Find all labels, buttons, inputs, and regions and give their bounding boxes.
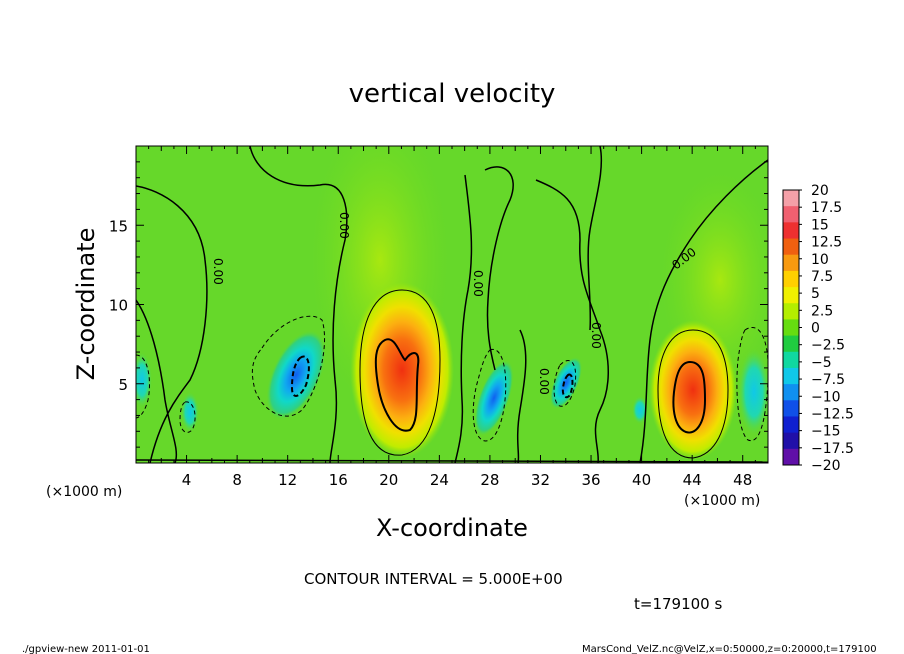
colorbar-label: 15 <box>811 217 829 233</box>
contour-interval-text: CONTOUR INTERVAL = 5.000E+00 <box>304 570 563 588</box>
colorbar-label: 7.5 <box>811 269 833 285</box>
contour-label: 0.00 <box>337 212 351 239</box>
colorbar-label: −7.5 <box>811 372 845 388</box>
x-unit-label-left: (×1000 m) <box>46 484 122 500</box>
x-tick-label: 20 <box>379 471 398 489</box>
chart-title: vertical velocity <box>349 79 556 109</box>
colorbar-swatch <box>783 351 799 369</box>
downdraft-x40 <box>632 396 648 424</box>
positive-contours <box>359 289 729 459</box>
downdraft-x4 <box>181 392 199 432</box>
colorbar-swatch <box>783 206 799 223</box>
plot-area: 0.00 0.00 0.00 0.00 0.00 0.00 <box>136 146 768 463</box>
downdraft-x12 <box>266 330 326 420</box>
x-tick-label: 28 <box>480 471 499 489</box>
downdraft-x0 <box>136 352 152 408</box>
colorbar-label: −12.5 <box>811 406 854 422</box>
x-tick-label: 36 <box>581 471 600 489</box>
updraft-core-west <box>350 282 454 458</box>
time-stamp: t=179100 s <box>634 595 722 613</box>
colorbar-swatch <box>783 190 799 207</box>
downdraft-x33 <box>549 357 583 409</box>
downdraft-x28 <box>474 360 514 436</box>
contour-label: 0.00 <box>211 258 225 285</box>
colorbar-swatch <box>783 222 799 240</box>
colorbar-swatch <box>783 319 799 337</box>
colorbar-swatch <box>783 303 799 320</box>
x-unit-label-right: (×1000 m) <box>684 493 760 509</box>
colorbar-swatch <box>783 287 799 304</box>
zero-contours <box>136 146 768 463</box>
colorbar-label: 2.5 <box>811 303 833 319</box>
footer-left: ./gpview-new 2011-01-01 <box>22 644 150 654</box>
colorbar-label: −15 <box>811 424 841 440</box>
colorbar-label: −2.5 <box>811 338 845 354</box>
x-tick-label: 12 <box>278 471 297 489</box>
colorbar-swatch <box>783 238 799 256</box>
colorbar-swatch <box>783 416 799 434</box>
y-tick-label: 5 <box>118 376 128 394</box>
x-axis-title: X-coordinate <box>376 514 528 542</box>
x-tick-label: 24 <box>430 471 449 489</box>
colorbar-label: 20 <box>811 183 829 199</box>
y-tick-label: 10 <box>109 297 128 315</box>
contour-5 <box>374 338 707 434</box>
colorbar-swatch <box>783 254 799 272</box>
x-tick-label: 48 <box>733 471 752 489</box>
colorbar-label: −10 <box>811 389 841 405</box>
x-axis: 4 8 12 16 20 24 28 32 36 40 44 48 <box>135 146 769 489</box>
footer-right: MarsCond_VelZ.nc@VelZ,x=0:50000,z=0:2000… <box>582 644 877 654</box>
contour-label: 0.00 <box>537 368 551 395</box>
colorbar-swatch <box>783 367 799 385</box>
x-tick-label: 32 <box>531 471 550 489</box>
y-tick-label: 15 <box>109 217 128 235</box>
x-tick-label: 4 <box>182 471 192 489</box>
colorbar-swatch <box>783 335 799 353</box>
colorbar-swatch <box>783 432 799 450</box>
colorbar-label: −5 <box>811 355 832 371</box>
x-tick-label: 40 <box>632 471 651 489</box>
y-axis-title: Z-coordinate <box>72 228 100 381</box>
colorbar-label: 0 <box>811 321 820 337</box>
colorbar-swatch <box>783 384 799 401</box>
colorbar-label: 10 <box>811 252 829 268</box>
downdraft-x48 <box>738 348 768 436</box>
contour-label: 0.00 <box>471 270 485 297</box>
updraft-core-east <box>649 320 737 460</box>
colorbar-label: 17.5 <box>811 200 842 216</box>
x-tick-label: 44 <box>683 471 702 489</box>
negative-contours-strong <box>290 355 574 399</box>
x-tick-label: 16 <box>329 471 348 489</box>
colorbar-label: 12.5 <box>811 235 842 251</box>
colorbar-swatch <box>783 448 799 466</box>
y-axis: 5 10 15 <box>109 145 768 464</box>
contour-label: 0.00 <box>589 322 603 349</box>
x-tick-label: 8 <box>232 471 242 489</box>
colorbar-label: 5 <box>811 286 820 302</box>
colorbar-swatch <box>783 270 799 288</box>
colorbar-label: −20 <box>811 458 841 474</box>
colorbar-label: −17.5 <box>811 441 854 457</box>
colorbar-swatch <box>783 400 799 417</box>
negative-contours <box>136 315 768 442</box>
